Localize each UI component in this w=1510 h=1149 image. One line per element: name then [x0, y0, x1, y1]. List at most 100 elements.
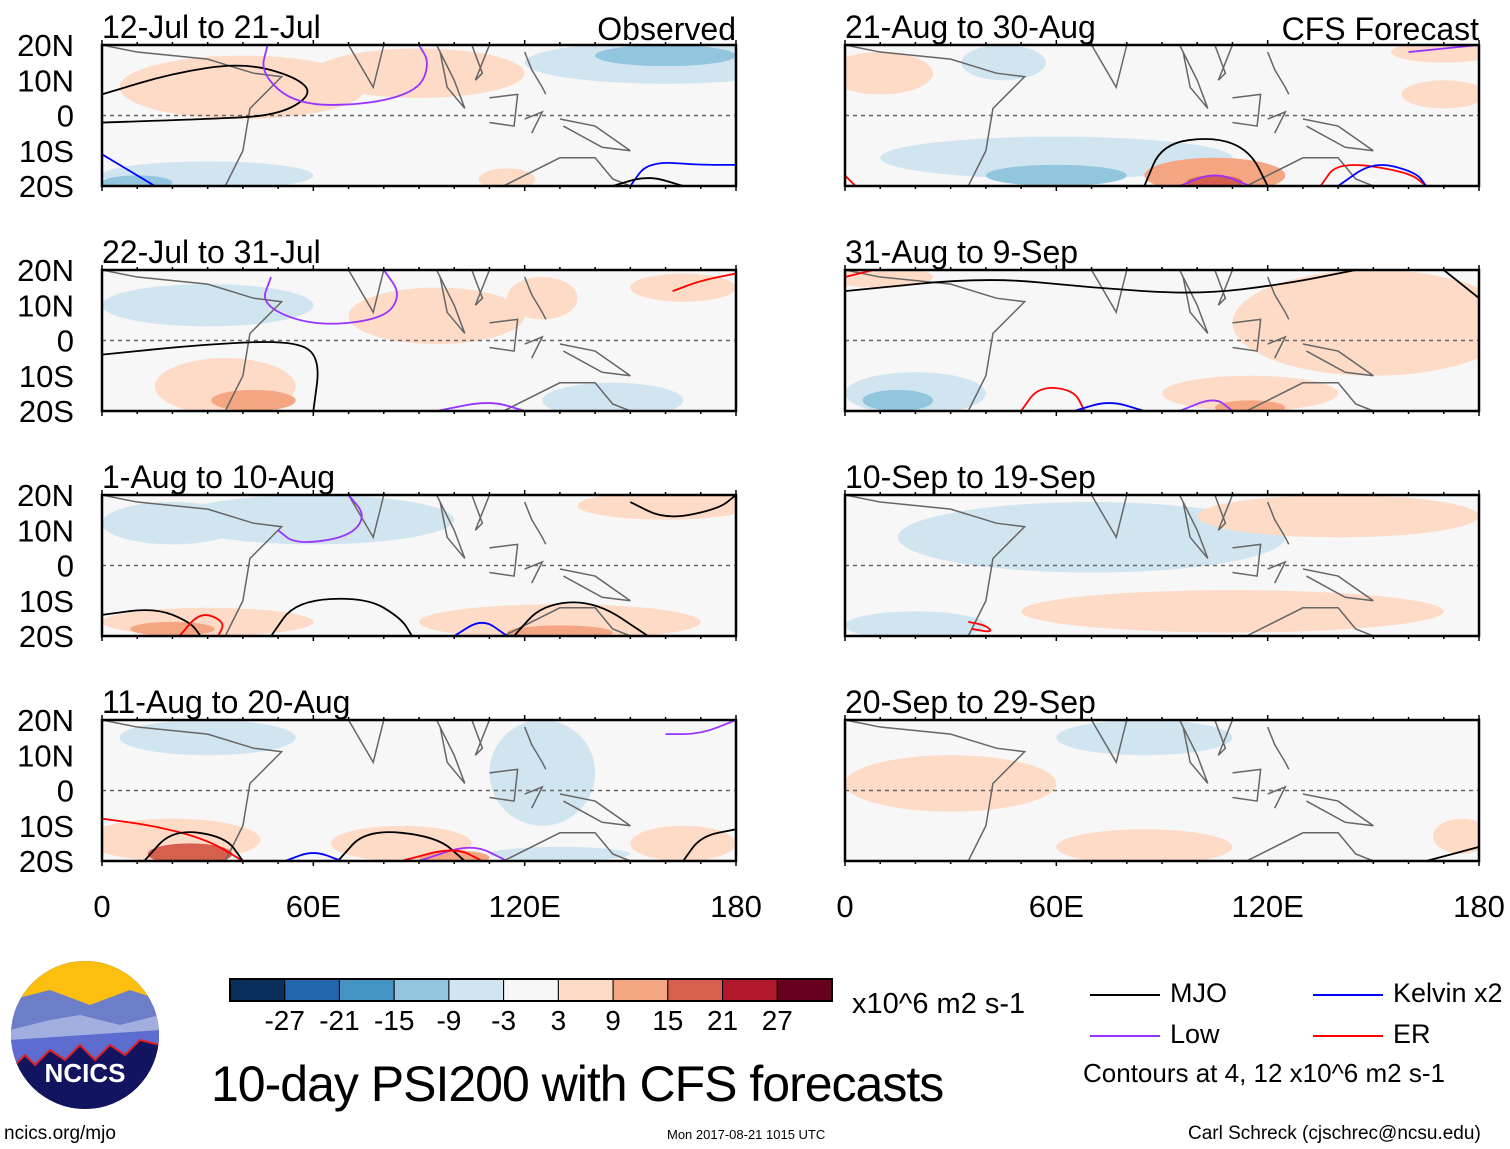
- coastline: [489, 318, 519, 352]
- coastline: [523, 51, 547, 95]
- x-tick-label: 60E: [1029, 889, 1084, 924]
- coastline: [1232, 768, 1262, 802]
- map-panel: [845, 45, 1479, 186]
- map-panel: [845, 495, 1479, 636]
- y-tick-label: 10N: [17, 288, 74, 323]
- anomaly-region: [1186, 175, 1244, 186]
- anomaly-region: [845, 52, 934, 95]
- y-tick-label: 20N: [17, 28, 74, 63]
- anomaly-region: [102, 502, 243, 545]
- anomaly-region: [880, 136, 1233, 179]
- legend-kelvin: Kelvin x2: [1313, 978, 1503, 1009]
- anomaly-region: [507, 625, 613, 636]
- coastline: [1267, 335, 1287, 359]
- contour-line: [1020, 386, 1086, 411]
- anomaly-region: [1232, 270, 1479, 376]
- legend-label: ER: [1393, 1019, 1431, 1049]
- y-tick-label: 0: [57, 99, 74, 134]
- y-tick-label: 10N: [17, 513, 74, 548]
- contour-line: [178, 614, 224, 636]
- coastline: [435, 270, 466, 334]
- coastline: [347, 270, 385, 315]
- legend-line-low: [1090, 1034, 1160, 1037]
- x-tick-label: 120E: [1231, 889, 1303, 924]
- map-panel: [845, 720, 1479, 861]
- x-tick-label: 0: [836, 889, 853, 924]
- coastline: [1090, 45, 1128, 90]
- coastline: [845, 270, 1027, 411]
- coastline: [1232, 318, 1262, 352]
- contour-line: [102, 64, 309, 124]
- coastline: [1266, 51, 1290, 95]
- legend-label: Low: [1170, 1019, 1220, 1049]
- y-tick-label: 20N: [17, 703, 74, 738]
- y-tick-label: 0: [57, 324, 74, 359]
- panel-title: 1-Aug to 10-Aug: [102, 459, 335, 495]
- y-tick-label: 20N: [17, 253, 74, 288]
- x-tick-label: 60E: [286, 889, 341, 924]
- contour-line: [143, 831, 244, 861]
- colorbar-label: -21: [319, 1005, 359, 1036]
- map-panel: [102, 270, 736, 411]
- y-tick-label: 10N: [17, 63, 74, 98]
- coastline: [1090, 495, 1128, 540]
- colorbar-label: -27: [264, 1005, 304, 1036]
- anomaly-region: [348, 287, 525, 345]
- legend-er: ER: [1313, 1019, 1431, 1050]
- x-tick-label: 180: [710, 889, 762, 924]
- coastline: [845, 45, 1027, 186]
- colorbar-swatch: [612, 978, 669, 1002]
- site-link[interactable]: ncics.org/mjo: [4, 1123, 116, 1144]
- coastline: [471, 720, 491, 756]
- anomaly-region: [1390, 45, 1479, 63]
- anomaly-region: [119, 720, 296, 756]
- anomaly-region: [478, 168, 536, 186]
- anomaly-region: [985, 164, 1127, 186]
- coastline: [1214, 495, 1234, 531]
- map-panel: [102, 45, 736, 186]
- panel-label: Observed: [597, 11, 736, 47]
- coastline: [523, 276, 547, 320]
- coastline: [1178, 270, 1209, 334]
- colorbar-label: -15: [374, 1005, 414, 1036]
- colorbar-swatch: [503, 978, 559, 1002]
- coastline: [435, 495, 466, 559]
- coastline: [1090, 270, 1128, 315]
- coastline: [559, 568, 631, 602]
- contour-line: [277, 495, 363, 543]
- contour-note: Contours at 4, 12 x10^6 m2 s-1: [1083, 1058, 1445, 1088]
- coastline: [1246, 832, 1374, 861]
- coastline: [559, 343, 631, 377]
- contour-line: [102, 341, 319, 411]
- coastline: [524, 335, 544, 359]
- coastline: [1246, 157, 1374, 186]
- anomaly-region: [507, 277, 578, 320]
- contour-line: [102, 817, 244, 861]
- figure-title: 10-day PSI200 with CFS forecasts: [211, 1056, 944, 1112]
- panel-label: CFS Forecast: [1282, 11, 1479, 47]
- contour-line: [672, 272, 736, 292]
- colorbar-frame: [229, 978, 833, 1002]
- anomaly-region: [845, 755, 1057, 812]
- contour-line: [845, 270, 1356, 294]
- map-panel: [102, 495, 736, 636]
- contour-line: [1408, 45, 1479, 53]
- coastline: [1090, 720, 1128, 765]
- contour-line: [665, 720, 736, 736]
- legend-line-kelvin: [1313, 993, 1383, 996]
- coastline: [1246, 382, 1374, 411]
- coastline: [1302, 343, 1374, 377]
- coastline: [503, 832, 631, 861]
- coastline: [559, 793, 631, 827]
- colorbar-swatch: [667, 978, 724, 1002]
- coastline: [102, 45, 284, 186]
- contour-line: [1143, 138, 1269, 186]
- coastline: [1267, 560, 1287, 584]
- coastline: [1266, 501, 1290, 545]
- contour-line: [262, 45, 428, 106]
- coastline: [1214, 270, 1234, 306]
- anomaly-region: [845, 611, 986, 636]
- coastline: [102, 720, 284, 861]
- coastline: [845, 495, 1027, 636]
